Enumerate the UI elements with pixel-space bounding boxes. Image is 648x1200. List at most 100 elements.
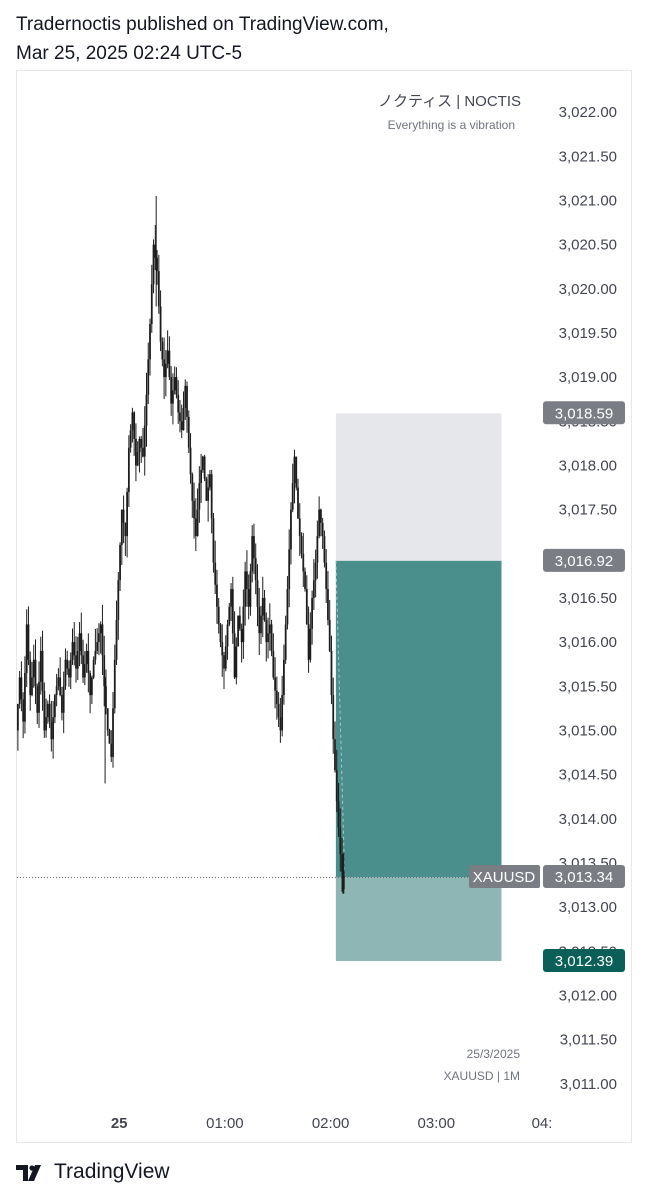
candle-body	[240, 628, 243, 643]
candle-body	[168, 350, 171, 378]
candle-body	[94, 650, 97, 660]
candle-body	[82, 655, 84, 678]
candle-body	[136, 452, 139, 466]
candle-body	[300, 536, 303, 554]
entry-to-price-line	[335, 560, 346, 878]
candle-body	[112, 708, 114, 757]
candle-body	[279, 717, 282, 731]
candle-body	[332, 695, 335, 740]
candle-body	[312, 580, 315, 598]
candle-body	[244, 571, 247, 607]
candle-body	[150, 284, 153, 325]
candle-body	[90, 677, 93, 696]
candle-body	[210, 474, 213, 519]
candle-body	[189, 447, 192, 475]
candle-body	[298, 518, 301, 537]
last-price-label: 3,013.34	[555, 869, 613, 886]
y-tick-label: 3,011.50	[560, 1032, 617, 1049]
candle-body	[233, 633, 236, 678]
y-tick-label: 3,014.00	[559, 811, 617, 828]
candle-body	[27, 624, 30, 660]
candle-body	[261, 597, 264, 616]
candle-body	[129, 430, 132, 448]
candle-body	[235, 646, 238, 678]
watermark-subtitle: Everything is a vibration	[388, 118, 515, 132]
profit-zone[interactable]	[335, 413, 502, 561]
candle-body	[291, 483, 294, 510]
candle-body	[231, 589, 234, 634]
candle-body	[53, 695, 56, 718]
candle-body	[38, 681, 40, 713]
candle-body	[156, 257, 158, 272]
candle-body	[274, 677, 276, 691]
candle-body	[124, 522, 127, 537]
candle-body	[46, 703, 49, 718]
candle-body	[175, 377, 178, 395]
candle-body	[247, 589, 250, 607]
last-price-label-bg[interactable]	[543, 865, 625, 889]
candle-body	[334, 739, 336, 771]
candle-body	[321, 522, 324, 537]
y-tick-label: 3,015.50	[559, 678, 617, 695]
entry-price-label-bg[interactable]	[543, 548, 625, 572]
candle-body	[45, 717, 47, 731]
candle-body	[39, 650, 42, 682]
info-date: 25/3/2025	[467, 1047, 521, 1061]
candle-body	[323, 536, 326, 563]
candle-body	[196, 509, 199, 537]
candle-body	[89, 673, 92, 696]
candle-body	[48, 703, 51, 722]
candle-body	[194, 518, 197, 537]
candle-body	[31, 677, 33, 696]
candle-body	[34, 659, 37, 687]
target-price-label-bg[interactable]	[543, 401, 625, 425]
candle-body	[242, 606, 245, 643]
candle-body	[314, 562, 317, 581]
candle-body	[66, 659, 69, 669]
tradingview-footer[interactable]: TradingView	[16, 1158, 170, 1186]
candle-body	[59, 677, 62, 696]
candle-body	[223, 655, 225, 669]
candle-body	[238, 615, 241, 629]
y-tick-label: 3,022.00	[559, 104, 617, 121]
y-tick-label: 3,020.50	[559, 237, 617, 254]
watermark-title: ノクティス | NOCTIS	[378, 93, 521, 110]
candle-body	[263, 597, 266, 620]
y-tick-label: 3,021.00	[559, 192, 617, 209]
candle-body	[57, 677, 60, 687]
candle-body	[152, 244, 155, 285]
candle-body	[36, 686, 39, 713]
candle-body	[170, 377, 173, 404]
loss-zone-remaining[interactable]	[335, 877, 502, 961]
y-tick-label: 3,019.50	[559, 325, 617, 342]
x-tick-label: 03:00	[418, 1115, 456, 1132]
candle-body	[117, 580, 120, 620]
y-tick-label: 3,019.00	[559, 369, 617, 386]
candle-body	[305, 589, 308, 625]
candle-body	[214, 562, 217, 585]
loss-zone-filled[interactable]	[335, 560, 502, 878]
info-symbol-timeframe: XAUUSD | 1M	[444, 1069, 520, 1083]
candle-body	[154, 244, 157, 258]
candle-body	[258, 606, 261, 634]
candle-body	[62, 686, 65, 713]
candle-body	[216, 584, 218, 607]
candle-body	[212, 518, 215, 563]
candle-body	[342, 871, 345, 890]
candle-body	[286, 589, 289, 625]
candle-body	[143, 425, 146, 457]
candle-body	[159, 306, 162, 342]
candle-body	[272, 650, 275, 678]
candle-body	[101, 624, 104, 656]
candle-body	[103, 655, 106, 687]
candle-body	[191, 474, 194, 501]
candle-body	[73, 642, 76, 656]
candle-body	[20, 677, 23, 700]
y-tick-label: 3,021.50	[559, 148, 617, 165]
candle-body	[205, 478, 208, 501]
stop-price-label-bg[interactable]	[543, 948, 625, 972]
candle-body	[149, 324, 151, 360]
x-tick-label: 02:00	[312, 1115, 350, 1132]
candle-body	[173, 377, 176, 391]
